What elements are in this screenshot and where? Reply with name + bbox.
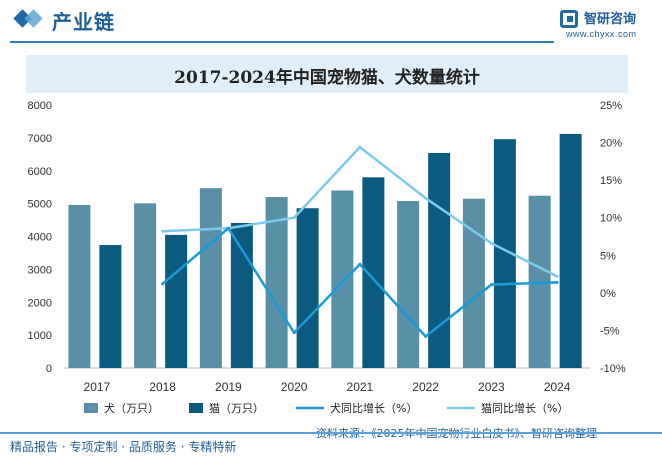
line-dog-growth-point — [292, 331, 296, 335]
y-left-tick-label: 7000 — [28, 133, 52, 145]
logo-mark-icon — [560, 10, 578, 28]
line-cat-growth-point — [489, 241, 493, 245]
y-left-tick-label: 6000 — [28, 166, 52, 178]
legend-swatch — [189, 403, 203, 413]
bar-dog — [199, 188, 222, 368]
x-tick-label: 2020 — [281, 380, 308, 394]
y-left-tick-label: 5000 — [28, 199, 52, 211]
x-tick-label: 2022 — [412, 380, 439, 394]
y-left-tick-label: 3000 — [28, 264, 52, 276]
chart-title-bar: 2017-2024年中国宠物猫、犬数量统计 — [26, 55, 628, 93]
y-right-tick-label: 0% — [600, 288, 616, 300]
line-cat-growth-point — [358, 145, 362, 149]
line-cat-growth-point — [424, 196, 428, 200]
brand-logo: 智研咨询 www.chyxx.com — [560, 8, 650, 40]
line-dog-growth-point — [358, 262, 362, 266]
y-right-tick-label: 15% — [600, 175, 622, 187]
x-tick-label: 2021 — [347, 380, 374, 394]
bar-dog — [134, 203, 157, 368]
legend-label: 犬（万只） — [104, 401, 159, 415]
logo-name: 智研咨询 — [584, 12, 637, 27]
legend-label: 猫同比增长（%） — [481, 401, 568, 415]
chart-title: 2017-2024年中国宠物猫、犬数量统计 — [174, 68, 480, 88]
chart-canvas: 0 1000 2000 3000 4000 5000 6000 7000 8000 -10% -5%… — [28, 100, 626, 415]
y-right-tick-label: 5% — [600, 250, 616, 262]
bar-cat — [99, 245, 122, 368]
bar-cat — [165, 234, 188, 368]
bar-cat — [559, 133, 582, 368]
y-right-tick-label: 10% — [600, 213, 622, 225]
line-dog-growth-point — [161, 282, 165, 286]
bar-dog — [265, 197, 288, 368]
bar-cat — [493, 139, 516, 368]
footer-divider — [0, 432, 662, 434]
y-left-tick-label: 2000 — [28, 297, 52, 309]
bar-dog — [331, 190, 354, 368]
bar-cat — [428, 152, 451, 368]
footer-slogan: 精品报告 · 专项定制 · 品质服务 · 专精特新 — [10, 440, 237, 454]
footer-bar: 精品报告 · 专项定制 · 品质服务 · 专精特新 — [0, 432, 662, 461]
y-right-tick-label: 20% — [600, 138, 622, 150]
y-left-tick-label: 0 — [46, 363, 52, 375]
legend-label: 犬同比增长（%） — [330, 401, 417, 415]
header-bar: 产业链 — [0, 0, 662, 43]
line-dog-growth-point — [489, 283, 493, 287]
bar-cat — [230, 223, 253, 368]
line-dog-growth-point — [555, 280, 559, 284]
x-tick-label: 2017 — [84, 380, 111, 394]
section-title: 产业链 — [52, 10, 115, 34]
y-right-tick-label: -10% — [600, 363, 626, 375]
y-left-tick-label: 1000 — [28, 330, 52, 342]
bar-dog — [68, 204, 91, 368]
x-tick-label: 2024 — [544, 380, 571, 394]
x-tick-label: 2023 — [478, 380, 505, 394]
x-tick-label: 2019 — [215, 380, 242, 394]
line-dog-growth-point — [424, 334, 428, 338]
line-cat-growth-point — [292, 216, 296, 220]
bar-cat — [362, 177, 385, 368]
line-cat-growth-point — [161, 229, 165, 233]
y-left-tick-label: 8000 — [28, 100, 52, 112]
x-tick-label: 2018 — [149, 380, 176, 394]
line-dog-growth-point — [226, 226, 230, 230]
line-cat-growth-point — [555, 274, 559, 278]
legend-swatch — [84, 403, 98, 413]
y-right-tick-label: 25% — [600, 100, 622, 112]
header-divider — [10, 41, 554, 43]
logo-url: www.chyxx.com — [566, 29, 637, 39]
bar-dog — [397, 200, 420, 368]
y-left-tick-label: 4000 — [28, 232, 52, 244]
legend-label: 猫（万只） — [209, 402, 264, 415]
y-right-tick-label: -5% — [600, 325, 620, 337]
bar-dog — [462, 198, 485, 368]
bar-cat — [296, 208, 319, 368]
